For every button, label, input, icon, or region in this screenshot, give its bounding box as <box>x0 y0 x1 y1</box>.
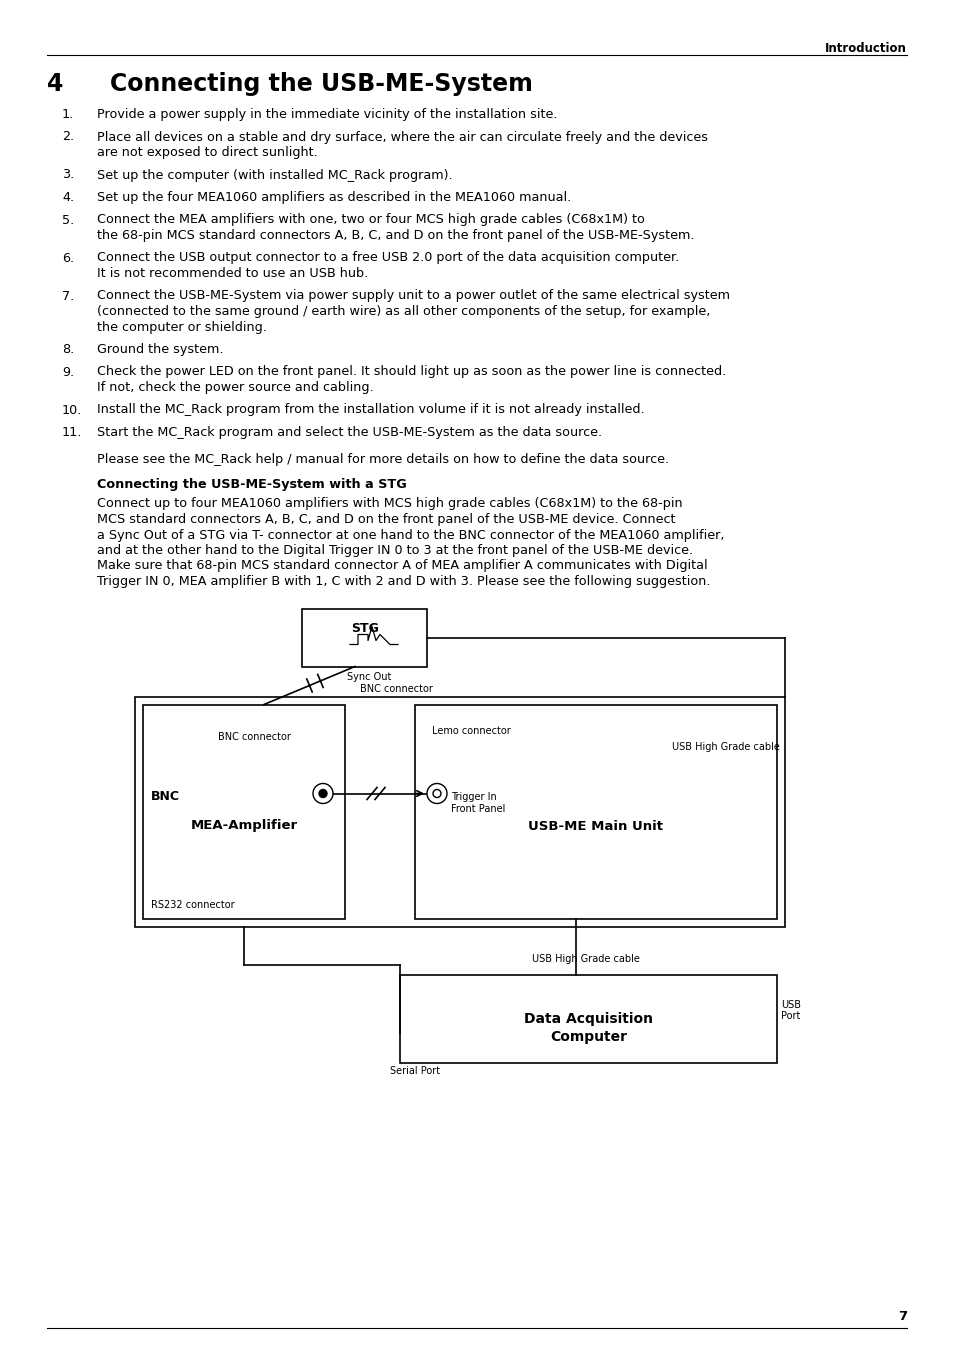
Text: Ground the system.: Ground the system. <box>97 343 223 356</box>
Text: MEA-Amplifier: MEA-Amplifier <box>191 819 297 833</box>
Text: Connecting the USB-ME-System with a STG: Connecting the USB-ME-System with a STG <box>97 478 406 491</box>
Text: Check the power LED on the front panel. It should light up as soon as the power : Check the power LED on the front panel. … <box>97 366 725 378</box>
Text: Set up the computer (with installed MC_Rack program).: Set up the computer (with installed MC_R… <box>97 169 452 181</box>
Text: 9.: 9. <box>62 366 74 378</box>
Text: 8.: 8. <box>62 343 74 356</box>
Text: 3.: 3. <box>62 169 74 181</box>
Bar <box>415 705 776 918</box>
Text: Sync Out: Sync Out <box>347 671 391 682</box>
Text: 1.: 1. <box>62 108 74 122</box>
Text: Provide a power supply in the immediate vicinity of the installation site.: Provide a power supply in the immediate … <box>97 108 557 122</box>
Text: Start the MC_Rack program and select the USB-ME-System as the data source.: Start the MC_Rack program and select the… <box>97 427 601 439</box>
Circle shape <box>313 783 333 803</box>
Text: (connected to the same ground / earth wire) as all other components of the setup: (connected to the same ground / earth wi… <box>97 305 710 319</box>
Text: 5.: 5. <box>62 213 74 227</box>
Text: Introduction: Introduction <box>824 42 906 55</box>
Text: Trigger IN 0, MEA amplifier B with 1, C with 2 and D with 3. Please see the foll: Trigger IN 0, MEA amplifier B with 1, C … <box>97 575 710 589</box>
Text: USB-ME Main Unit: USB-ME Main Unit <box>528 819 662 833</box>
Text: Please see the MC_Rack help / manual for more details on how to define the data : Please see the MC_Rack help / manual for… <box>97 452 668 466</box>
Text: Connect up to four MEA1060 amplifiers with MCS high grade cables (C68x1M) to the: Connect up to four MEA1060 amplifiers wi… <box>97 498 682 510</box>
Text: 7.: 7. <box>62 289 74 302</box>
Text: Lemo connector: Lemo connector <box>432 726 510 737</box>
Circle shape <box>318 790 327 798</box>
Text: If not, check the power source and cabling.: If not, check the power source and cabli… <box>97 381 374 394</box>
Text: Trigger In: Trigger In <box>451 791 497 802</box>
Text: Front Panel: Front Panel <box>451 803 505 814</box>
Bar <box>302 609 427 667</box>
Text: Place all devices on a stable and dry surface, where the air can circulate freel: Place all devices on a stable and dry su… <box>97 131 707 143</box>
Text: Computer: Computer <box>550 1030 626 1045</box>
Text: 6.: 6. <box>62 251 74 265</box>
Text: BNC connector: BNC connector <box>217 733 290 743</box>
Bar <box>135 697 784 926</box>
Text: BNC: BNC <box>151 790 180 802</box>
Text: the computer or shielding.: the computer or shielding. <box>97 320 267 333</box>
Text: Serial Port: Serial Port <box>390 1065 439 1076</box>
Text: Connect the USB output connector to a free USB 2.0 port of the data acquisition : Connect the USB output connector to a fr… <box>97 251 679 265</box>
Text: Data Acquisition: Data Acquisition <box>523 1012 652 1026</box>
Text: Make sure that 68-pin MCS standard connector A of MEA amplifier A communicates w: Make sure that 68-pin MCS standard conne… <box>97 559 707 572</box>
Text: are not exposed to direct sunlight.: are not exposed to direct sunlight. <box>97 146 317 159</box>
Text: STG: STG <box>351 621 378 634</box>
Text: Set up the four MEA1060 amplifiers as described in the MEA1060 manual.: Set up the four MEA1060 amplifiers as de… <box>97 190 571 204</box>
Text: MCS standard connectors A, B, C, and D on the front panel of the USB-ME device. : MCS standard connectors A, B, C, and D o… <box>97 513 675 526</box>
Text: 10.: 10. <box>62 404 82 417</box>
Text: 7: 7 <box>897 1310 906 1323</box>
Text: Connecting the USB-ME-System: Connecting the USB-ME-System <box>110 72 533 96</box>
Text: USB High Grade cable: USB High Grade cable <box>672 741 780 752</box>
Text: USB
Port: USB Port <box>781 999 801 1021</box>
Circle shape <box>427 783 447 803</box>
Text: 2.: 2. <box>62 131 74 143</box>
Circle shape <box>433 790 440 798</box>
Text: 4: 4 <box>47 72 63 96</box>
Text: RS232 connector: RS232 connector <box>151 900 234 910</box>
Text: It is not recommended to use an USB hub.: It is not recommended to use an USB hub. <box>97 267 368 279</box>
Text: USB High Grade cable: USB High Grade cable <box>532 954 639 964</box>
Text: and at the other hand to the Digital Trigger IN 0 to 3 at the front panel of the: and at the other hand to the Digital Tri… <box>97 544 693 558</box>
Text: BNC connector: BNC connector <box>359 683 433 694</box>
Text: the 68-pin MCS standard connectors A, B, C, and D on the front panel of the USB-: the 68-pin MCS standard connectors A, B,… <box>97 230 694 242</box>
Text: 11.: 11. <box>62 427 82 439</box>
Text: Install the MC_Rack program from the installation volume if it is not already in: Install the MC_Rack program from the ins… <box>97 404 644 417</box>
Text: Connect the USB-ME-System via power supply unit to a power outlet of the same el: Connect the USB-ME-System via power supp… <box>97 289 729 302</box>
Text: 4.: 4. <box>62 190 74 204</box>
Bar <box>143 705 345 918</box>
Text: a Sync Out of a STG via T- connector at one hand to the BNC connector of the MEA: a Sync Out of a STG via T- connector at … <box>97 528 723 541</box>
Bar <box>399 975 776 1062</box>
Text: Connect the MEA amplifiers with one, two or four MCS high grade cables (C68x1M) : Connect the MEA amplifiers with one, two… <box>97 213 644 227</box>
